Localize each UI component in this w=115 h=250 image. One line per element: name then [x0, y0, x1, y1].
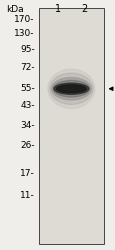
Ellipse shape	[47, 69, 94, 108]
Text: 95-: 95-	[20, 46, 34, 54]
Text: 130-: 130-	[14, 28, 34, 38]
Text: 26-: 26-	[20, 141, 34, 150]
Text: 43-: 43-	[20, 101, 34, 110]
Text: 2: 2	[81, 4, 87, 15]
Text: kDa: kDa	[6, 4, 24, 14]
Text: 11-: 11-	[20, 190, 34, 200]
FancyBboxPatch shape	[39, 8, 103, 244]
Ellipse shape	[49, 73, 92, 104]
Text: 1: 1	[55, 4, 60, 15]
Text: 17-: 17-	[20, 169, 34, 178]
Ellipse shape	[53, 80, 89, 97]
Ellipse shape	[53, 83, 88, 94]
Ellipse shape	[56, 85, 85, 93]
Text: 55-: 55-	[20, 84, 34, 93]
Text: 170-: 170-	[14, 16, 34, 24]
Text: 34-: 34-	[20, 121, 34, 130]
Text: 72-: 72-	[20, 64, 34, 72]
Ellipse shape	[51, 78, 91, 100]
